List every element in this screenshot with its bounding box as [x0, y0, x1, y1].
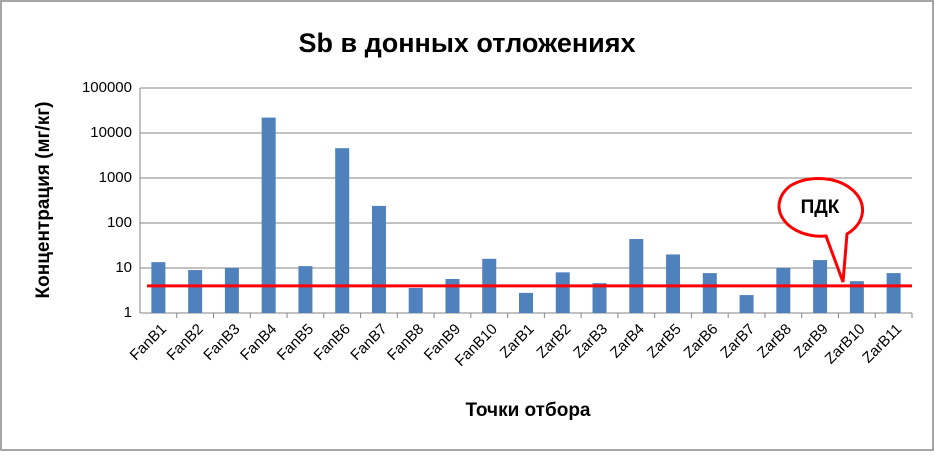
callout: ПДК — [777, 177, 865, 283]
bar — [188, 270, 203, 313]
bar — [408, 287, 423, 313]
bar — [335, 148, 350, 313]
bar — [629, 239, 644, 313]
x-axis-title: Точки отбора — [466, 400, 591, 421]
bar — [666, 254, 681, 313]
callout-label: ПДК — [801, 197, 840, 218]
bar — [298, 266, 313, 313]
bar — [592, 283, 607, 313]
chart-title: Sb в донных отложениях — [298, 28, 635, 58]
y-tick-label: 100 — [107, 214, 132, 231]
bar — [261, 117, 276, 314]
bar — [702, 273, 717, 313]
y-tick-label: 100000 — [82, 79, 132, 96]
bar — [519, 292, 533, 313]
bar — [445, 278, 460, 313]
y-tick-label: 10000 — [90, 124, 132, 141]
bar — [886, 273, 901, 313]
bar — [739, 295, 754, 313]
bar — [151, 262, 166, 313]
callout-bubble — [777, 177, 865, 283]
bar — [849, 281, 864, 313]
y-tick-label: 10 — [115, 259, 132, 276]
y-tick-label: 1 — [124, 304, 132, 321]
y-tick-label: 1000 — [99, 169, 132, 186]
bar — [224, 268, 239, 313]
bar — [555, 272, 570, 313]
y-axis-title: Концентрация (мг/кг) — [33, 102, 54, 299]
bar — [371, 205, 386, 313]
bar — [776, 268, 791, 313]
